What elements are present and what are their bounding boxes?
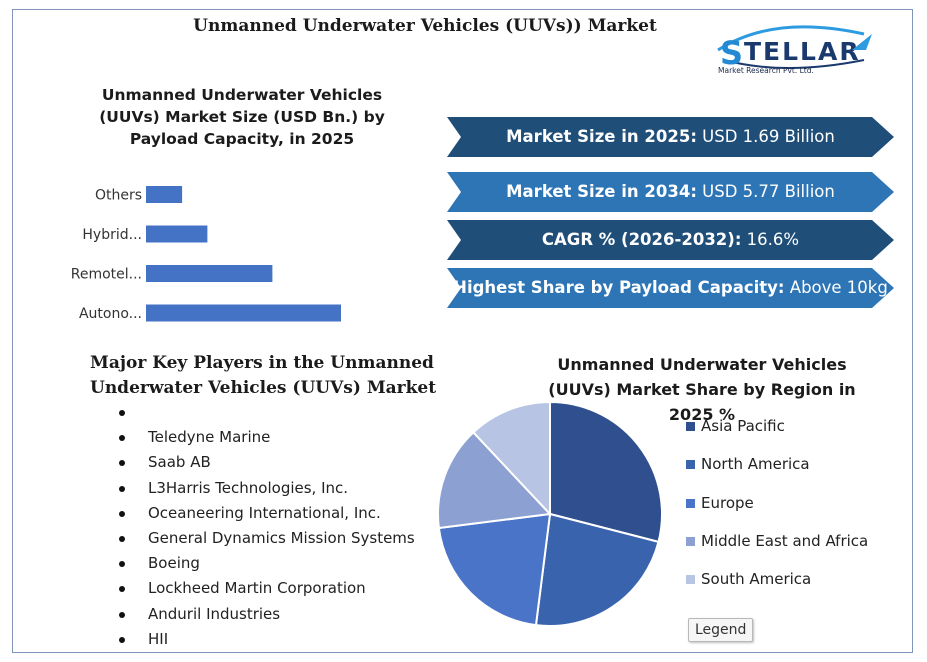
player-name: Boeing (148, 554, 200, 573)
stat-banner: Market Size in 2025: USD 1.69 Billion (447, 117, 894, 157)
stat-value: 16.6% (741, 230, 800, 249)
player-name: Anduril Industries (148, 604, 281, 623)
stat-label: Market Size in 2025: (506, 127, 697, 146)
players-title: Major Key Players in the Unmanned Underw… (90, 353, 437, 398)
bar-remotel (146, 265, 273, 282)
legend-label: North America (701, 455, 810, 474)
player-name: HII (148, 629, 169, 648)
svg-text:S: S (720, 34, 744, 72)
stat-banner: Market Size in 2034: USD 5.77 Billion (447, 172, 894, 212)
legend-label: Middle East and Africa (701, 531, 869, 550)
player-name: Teledyne Marine (148, 428, 271, 447)
player-name: Saab AB (148, 453, 211, 472)
player-name: General Dynamics Mission Systems (148, 528, 415, 547)
legend-swatch (686, 575, 695, 585)
bar-others (146, 186, 183, 203)
region-pie-chart (437, 400, 663, 627)
pie-slice-south-america (471, 400, 551, 517)
stat-banner: CAGR % (2026-2032): 16.6% (447, 220, 894, 260)
bar-category-label: Autono... (79, 306, 142, 322)
pie-slice-middle-east-and-africa (437, 430, 553, 530)
bar-autono (146, 304, 341, 322)
infographic-frame (12, 9, 913, 653)
svg-text:TELLAR: TELLAR (744, 37, 861, 66)
bullet-icon (119, 510, 125, 517)
player-name: Oceaneering International, Inc. (148, 503, 381, 522)
bar-category-label: Hybrid... (82, 227, 142, 243)
pie-chart-title: Unmanned Underwater Vehicles (UUVs) Mark… (548, 355, 856, 424)
legend-label: South America (701, 570, 812, 589)
bar-chart-title: Unmanned Underwater Vehicles (UUVs) Mark… (99, 86, 385, 148)
stat-label: Market Size in 2034: (506, 182, 697, 201)
bullet-icon (119, 586, 125, 593)
bullet-icon (119, 611, 125, 618)
bullet-icon (119, 636, 125, 643)
legend-label: Europe (701, 493, 754, 512)
bullet-icon (119, 460, 125, 467)
stat-banner: Highest Share by Payload Capacity: Above… (447, 268, 894, 308)
player-name: Lockheed Martin Corporation (148, 579, 366, 598)
bar-category-label: Remotel... (71, 267, 142, 283)
pie-slice-asia-pacific (549, 400, 663, 544)
bar-category-label: Others (95, 188, 142, 204)
stat-label: Highest Share by Payload Capacity: (453, 278, 785, 297)
bullet-icon (119, 410, 125, 416)
pie-slice-europe (437, 512, 552, 627)
legend-swatch (686, 536, 695, 546)
bullet-icon (119, 435, 125, 442)
pie-slice-north-america (534, 512, 660, 627)
legend-swatch (686, 460, 695, 470)
legend-swatch (686, 422, 695, 431)
stellar-logo: S TELLAR (717, 25, 872, 72)
bullet-icon (119, 535, 125, 542)
bullet-icon (119, 561, 125, 568)
stat-label: CAGR % (2026-2032): (541, 230, 742, 249)
stat-value: USD 1.69 Billion (696, 127, 835, 146)
stat-value: USD 5.77 Billion (696, 182, 835, 201)
legend-label: Asia Pacific (701, 417, 785, 435)
payload-bar-chart: Others Hybrid... Remotel... Autono... (71, 186, 341, 322)
page-title: Unmanned Underwater Vehicles (UUVs)) Mar… (193, 16, 657, 36)
stat-value: Above 10kg (784, 278, 888, 297)
bullet-icon (119, 485, 125, 492)
bar-hybrid (146, 225, 208, 243)
legend-swatch (686, 498, 695, 508)
player-name: L3Harris Technologies, Inc. (148, 478, 349, 497)
legend-button[interactable]: Legend (688, 618, 754, 642)
logo-tagline: Market Research Pvt. Ltd. (718, 66, 814, 75)
